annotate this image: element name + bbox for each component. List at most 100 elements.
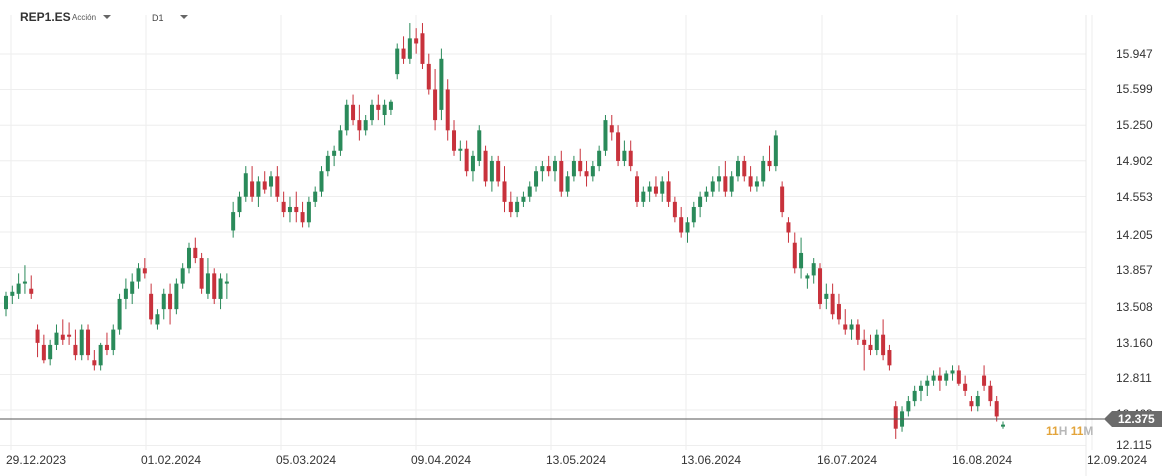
candle <box>186 242 191 274</box>
candle-body <box>881 334 886 356</box>
candle-body <box>944 373 949 381</box>
candlestick-series <box>4 23 1005 439</box>
candle <box>616 125 621 167</box>
candle <box>250 166 255 202</box>
y-tick-label: 13.160 <box>1116 336 1153 350</box>
candle <box>388 99 393 116</box>
candle <box>489 155 494 192</box>
candle-body <box>426 63 431 90</box>
candle <box>540 160 545 182</box>
candle <box>855 319 860 345</box>
candle <box>98 342 103 371</box>
candle-body <box>773 135 778 167</box>
candle <box>849 319 854 340</box>
candle-body <box>799 252 804 269</box>
candle-body <box>363 120 368 131</box>
timeframe-dropdown-chevron-icon[interactable] <box>180 15 188 19</box>
candle-body <box>982 375 987 386</box>
candle <box>918 380 923 402</box>
candle <box>982 365 987 391</box>
candle <box>155 309 160 330</box>
candle <box>685 217 690 243</box>
candle <box>944 370 949 386</box>
candle <box>29 275 34 299</box>
candle <box>338 125 343 156</box>
candle <box>470 150 475 182</box>
candle <box>767 145 772 172</box>
x-tick-label: 16.07.2024 <box>817 453 877 467</box>
candle <box>262 171 267 194</box>
candle-body <box>256 181 261 197</box>
candle <box>73 329 78 361</box>
candle-body <box>275 176 280 197</box>
candle <box>439 48 444 121</box>
candle-body <box>742 160 747 177</box>
candle-body <box>786 222 791 233</box>
candle <box>287 196 292 223</box>
candle-body <box>186 247 191 269</box>
candle <box>515 196 520 218</box>
candle <box>281 191 286 218</box>
candle <box>521 191 526 207</box>
candle-body <box>710 181 715 192</box>
candle-body <box>534 171 539 187</box>
candle <box>256 176 261 207</box>
candle <box>660 176 665 202</box>
candle <box>231 201 236 238</box>
candle <box>319 166 324 197</box>
candle <box>376 94 381 121</box>
candle-body <box>218 278 223 299</box>
candle <box>174 278 179 315</box>
candle-body <box>717 176 722 182</box>
candle <box>414 28 419 54</box>
candle-body <box>723 176 728 192</box>
candle-body <box>578 160 583 172</box>
candle-body <box>805 275 810 279</box>
candle <box>571 155 576 182</box>
candle-body <box>439 58 444 110</box>
candle-body <box>748 176 753 187</box>
candle-body <box>388 101 393 110</box>
candle-body <box>836 304 841 320</box>
candle-body <box>994 401 999 417</box>
candle <box>243 166 248 202</box>
candle-body <box>445 89 450 131</box>
candle <box>344 99 349 136</box>
candle <box>212 268 217 305</box>
candle <box>79 324 84 361</box>
candle-body <box>843 324 848 330</box>
y-tick-label: 12.115 <box>1116 438 1152 452</box>
timer-minutes-unit: M <box>1083 424 1094 438</box>
x-tick-label: 29.12.2023 <box>6 453 66 467</box>
candle <box>975 390 980 412</box>
candle-body <box>313 191 318 202</box>
candle-body <box>874 334 879 351</box>
candle <box>363 115 368 136</box>
timeframe-label[interactable]: D1 <box>152 13 164 23</box>
candle <box>117 293 122 335</box>
candle-body <box>729 176 734 192</box>
candle <box>868 334 873 356</box>
candle-body <box>609 125 614 133</box>
candle-body <box>862 339 867 345</box>
candle-body <box>395 48 400 75</box>
candle <box>735 155 740 182</box>
candle-body <box>767 160 772 167</box>
symbol-name[interactable]: REP1.ES <box>20 10 71 24</box>
candle-body <box>136 268 141 282</box>
candle <box>477 125 482 167</box>
symbol-dropdown-chevron-icon[interactable] <box>103 15 111 19</box>
candle <box>458 140 463 161</box>
x-tick-label: 13.06.2024 <box>681 453 741 467</box>
candle <box>407 23 412 64</box>
candle-body <box>931 375 936 381</box>
candle <box>1001 421 1005 429</box>
candle-body <box>679 217 684 233</box>
timer-hours-value: 11 <box>1046 424 1059 438</box>
y-axis-labels: 15.947 15.599 15.250 14.902 14.553 14.20… <box>1116 47 1153 452</box>
candle <box>603 115 608 156</box>
candle <box>988 380 993 407</box>
candle <box>672 196 677 223</box>
candle-body <box>98 344 103 366</box>
